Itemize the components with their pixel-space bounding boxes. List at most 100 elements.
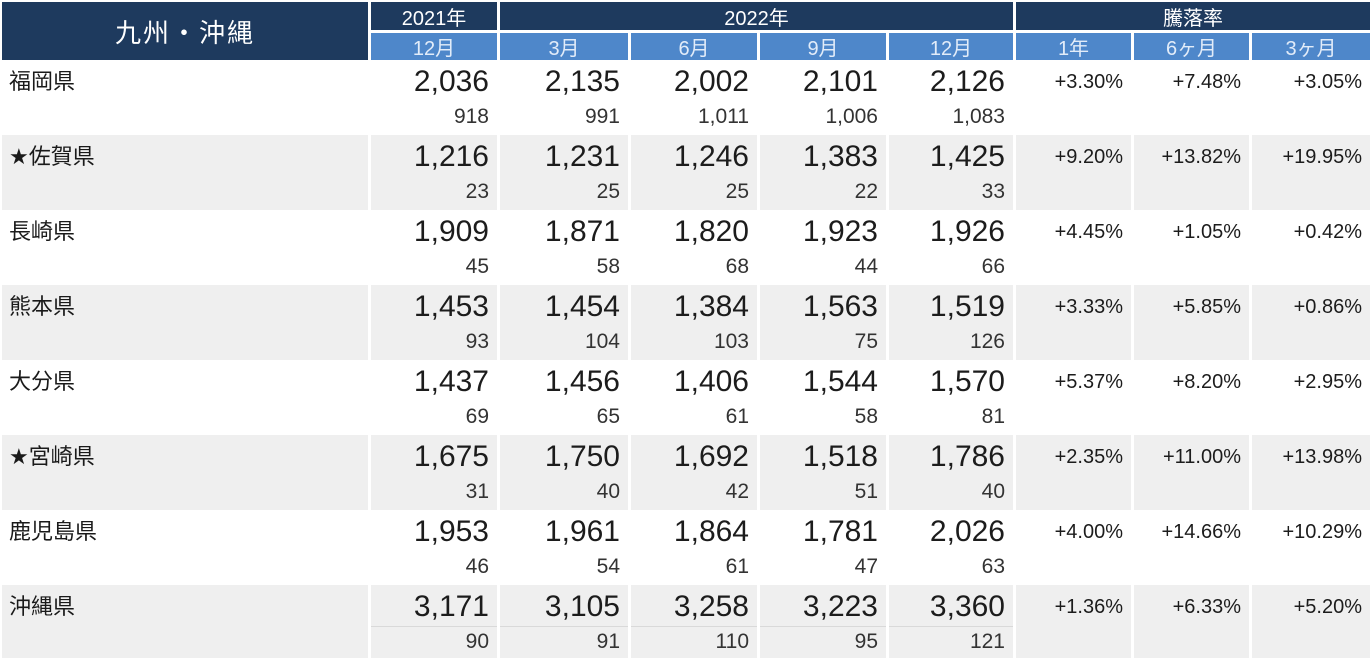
price-value-cell: 1,246 [631, 135, 757, 177]
count-value-cell: 68 [725, 255, 749, 278]
count-value-cell: 66 [981, 255, 1005, 278]
price-value-cell: 1,437 [413, 365, 489, 398]
price-value-cell: 1,909 [413, 215, 489, 248]
count-value-cell: 110 [631, 627, 757, 658]
region-title: 九州・沖縄 [2, 2, 368, 60]
prefecture-name: 長崎県 [9, 219, 76, 244]
count-value-cell: 95 [760, 627, 886, 658]
count-value-cell: 93 [371, 327, 497, 360]
count-value-cell: 42 [631, 477, 757, 510]
price-value-cell: 2,036 [413, 65, 489, 98]
count-value-cell: 121 [889, 627, 1013, 658]
count-value-cell: 75 [760, 327, 886, 360]
price-value-cell: 1,453 [371, 285, 497, 327]
change-rate-cell: +1.36% [1016, 585, 1131, 658]
price-value-cell: 1,953 [413, 515, 489, 548]
change-rate-cell: +3.05% [1293, 71, 1362, 93]
price-value-cell: 1,231 [500, 135, 628, 177]
prefecture-name: 熊本県 [2, 285, 368, 360]
prefecture-row-1: 福岡県 2,036 2,135 2,002 2,101 2,126 +3.30% +7.48%… [0, 60, 1370, 135]
price-value-cell: 3,171 [371, 585, 497, 627]
change-rate-cell: +3.33% [1016, 285, 1131, 360]
count-value-cell: 25 [631, 177, 757, 210]
count-value-cell: 46 [465, 555, 489, 578]
subheader-jun: 6月 [631, 33, 757, 60]
price-value-cell: 1,820 [673, 215, 749, 248]
subheader-6month: 6ヶ月 [1134, 33, 1249, 60]
count-value-cell: 1,011 [698, 105, 749, 128]
count-value-cell: 65 [596, 405, 620, 428]
price-value-cell: 1,692 [631, 435, 757, 477]
prefecture-row-7: 鹿児島県 1,953 1,961 1,864 1,781 2,026 +4.00% +14.6… [0, 510, 1370, 585]
change-rate-cell: +9.20% [1016, 135, 1131, 210]
count-value-cell: 90 [371, 627, 497, 658]
price-value-cell: 1,454 [500, 285, 628, 327]
change-rate-cell: +5.20% [1252, 585, 1370, 658]
count-value-cell: 54 [596, 555, 620, 578]
price-value-cell: 1,383 [760, 135, 886, 177]
count-value-cell: 47 [854, 555, 878, 578]
count-value-cell: 23 [371, 177, 497, 210]
price-value-cell: 1,786 [889, 435, 1013, 477]
group-header-rate: 騰落率 [1016, 2, 1370, 30]
prefecture-row-8: 沖縄県 3,171 3,105 3,258 3,223 3,360 +1.36% +6.33%… [0, 585, 1370, 658]
prefecture-name: 鹿児島県 [9, 519, 98, 544]
subheader-3month: 3ヶ月 [1252, 33, 1370, 60]
change-rate-cell: +6.33% [1134, 585, 1249, 658]
change-rate-cell: +5.85% [1134, 285, 1249, 360]
count-value-cell: 33 [889, 177, 1013, 210]
change-rate-cell: +10.29% [1282, 521, 1362, 543]
price-value-cell: 1,923 [802, 215, 878, 248]
price-value-cell: 1,519 [889, 285, 1013, 327]
count-value-cell: 44 [854, 255, 878, 278]
price-value-cell: 1,871 [544, 215, 620, 248]
count-value-cell: 51 [760, 477, 886, 510]
price-value-cell: 1,864 [673, 515, 749, 548]
count-value-cell: 104 [500, 327, 628, 360]
change-rate-cell: +1.05% [1172, 221, 1241, 243]
price-value-cell: 1,425 [889, 135, 1013, 177]
count-value-cell: 22 [760, 177, 886, 210]
change-rate-cell: +3.30% [1054, 71, 1123, 93]
change-rate-cell: +11.00% [1134, 435, 1249, 510]
price-value-cell: 2,026 [929, 515, 1005, 548]
change-rate-cell: +4.45% [1054, 221, 1123, 243]
count-value-cell: 31 [371, 477, 497, 510]
price-value-cell: 1,406 [673, 365, 749, 398]
price-value-cell: 1,384 [631, 285, 757, 327]
price-value-cell: 2,135 [544, 65, 620, 98]
prefecture-row-2: ★佐賀県 1,216 1,231 1,246 1,383 1,425 +9.20% +13.8… [0, 135, 1370, 210]
subheader-mar: 3月 [500, 33, 628, 60]
price-value-cell: 1,456 [544, 365, 620, 398]
count-value-cell: 69 [465, 405, 489, 428]
table-header: 九州・沖縄 2021年 2022年 騰落率 12月 3月 6月 9月 12月 1… [0, 0, 1370, 60]
count-value-cell: 1,006 [825, 105, 878, 128]
price-value-cell: 1,675 [371, 435, 497, 477]
change-rate-cell: +7.48% [1172, 71, 1241, 93]
change-rate-cell: +14.66% [1161, 521, 1241, 543]
price-value-cell: 2,126 [929, 65, 1005, 98]
group-header-2021: 2021年 [371, 2, 497, 30]
count-value-cell: 61 [725, 555, 749, 578]
count-value-cell: 61 [725, 405, 749, 428]
count-value-cell: 126 [889, 327, 1013, 360]
prefecture-row-3: 長崎県 1,909 1,871 1,820 1,923 1,926 +4.45% +1.05%… [0, 210, 1370, 285]
price-value-cell: 3,258 [631, 585, 757, 627]
price-value-cell: 1,563 [760, 285, 886, 327]
count-value-cell: 45 [465, 255, 489, 278]
subheader-dec: 12月 [889, 33, 1013, 60]
subheader-sep: 9月 [760, 33, 886, 60]
count-value-cell: 91 [500, 627, 628, 658]
change-rate-cell: +19.95% [1252, 135, 1370, 210]
count-value-cell: 25 [500, 177, 628, 210]
price-value-cell: 2,002 [673, 65, 749, 98]
prefecture-row-6: ★宮崎県 1,675 1,750 1,692 1,518 1,786 +2.35% +11.0… [0, 435, 1370, 510]
change-rate-cell: +8.20% [1172, 371, 1241, 393]
change-rate-cell: +13.82% [1134, 135, 1249, 210]
price-value-cell: 1,781 [802, 515, 878, 548]
change-rate-cell: +5.37% [1054, 371, 1123, 393]
count-value-cell: 58 [854, 405, 878, 428]
price-value-cell: 3,360 [889, 585, 1013, 627]
price-value-cell: 3,105 [500, 585, 628, 627]
